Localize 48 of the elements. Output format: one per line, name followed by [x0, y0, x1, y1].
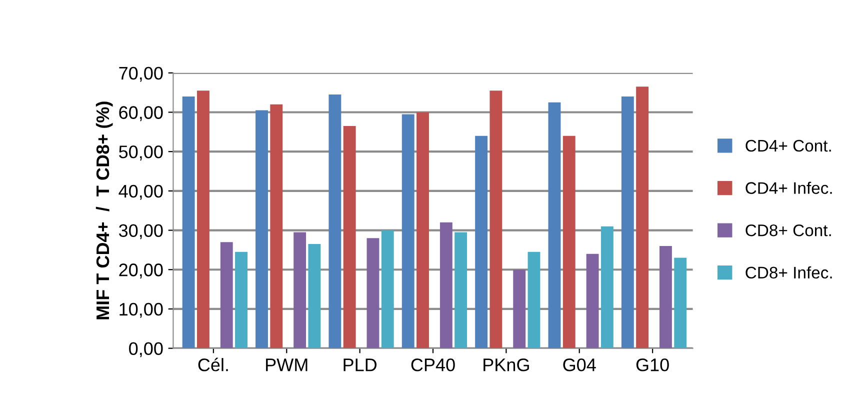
bar: [636, 86, 649, 348]
x-tick-label: PKnG: [484, 358, 529, 372]
y-tick-label: 40,00: [118, 184, 163, 200]
bar: [660, 246, 672, 348]
x-tick-label: PWM: [266, 358, 308, 372]
x-tick-label: CP40: [411, 358, 455, 372]
bar: [674, 258, 687, 348]
bar: [220, 242, 233, 348]
y-tick-label: 50,00: [119, 146, 163, 160]
bar: [475, 136, 488, 348]
bar: [440, 222, 452, 348]
legend-label: CD4+ Infec.: [746, 182, 832, 194]
y-tick-label: 70,00: [119, 66, 163, 82]
bar: [308, 244, 321, 348]
bar: [402, 114, 414, 348]
bar: [513, 270, 526, 348]
bar: [270, 104, 283, 348]
bar: [528, 252, 540, 348]
bar: [381, 230, 394, 348]
bar: [586, 254, 599, 348]
bar: [490, 90, 502, 348]
bar: [294, 232, 306, 348]
bar: [548, 102, 561, 348]
bar: [600, 226, 614, 348]
y-tick-label: 0,00: [129, 342, 163, 358]
y-tick-label: 60,00: [119, 106, 163, 122]
bar: [182, 96, 195, 348]
y-axis-title: MIF T CD4+ / T CD8+ (%): [96, 102, 113, 320]
y-tick-label: 10,00: [120, 302, 163, 318]
bar: [328, 94, 342, 348]
bar: [256, 110, 268, 348]
x-tick-label: Cél.: [198, 358, 228, 372]
x-tick-label: G10: [636, 358, 669, 372]
bar: [416, 112, 429, 348]
y-tick-label: 30,00: [118, 224, 163, 240]
legend-label: CD8+ Cont.: [746, 224, 831, 236]
bar: [343, 126, 356, 348]
legend-label: CD8+ Infec.: [746, 266, 832, 279]
x-tick-label: G04: [563, 358, 596, 372]
bar: [196, 90, 210, 348]
bar: [621, 96, 634, 348]
legend-label: CD4+ Cont.: [746, 140, 831, 152]
y-tick-label: 20,00: [119, 264, 163, 278]
bar: [366, 238, 380, 348]
bar: [454, 232, 468, 348]
x-tick-label: PLD: [344, 358, 377, 372]
bar: [562, 136, 576, 348]
bar: [235, 252, 248, 348]
